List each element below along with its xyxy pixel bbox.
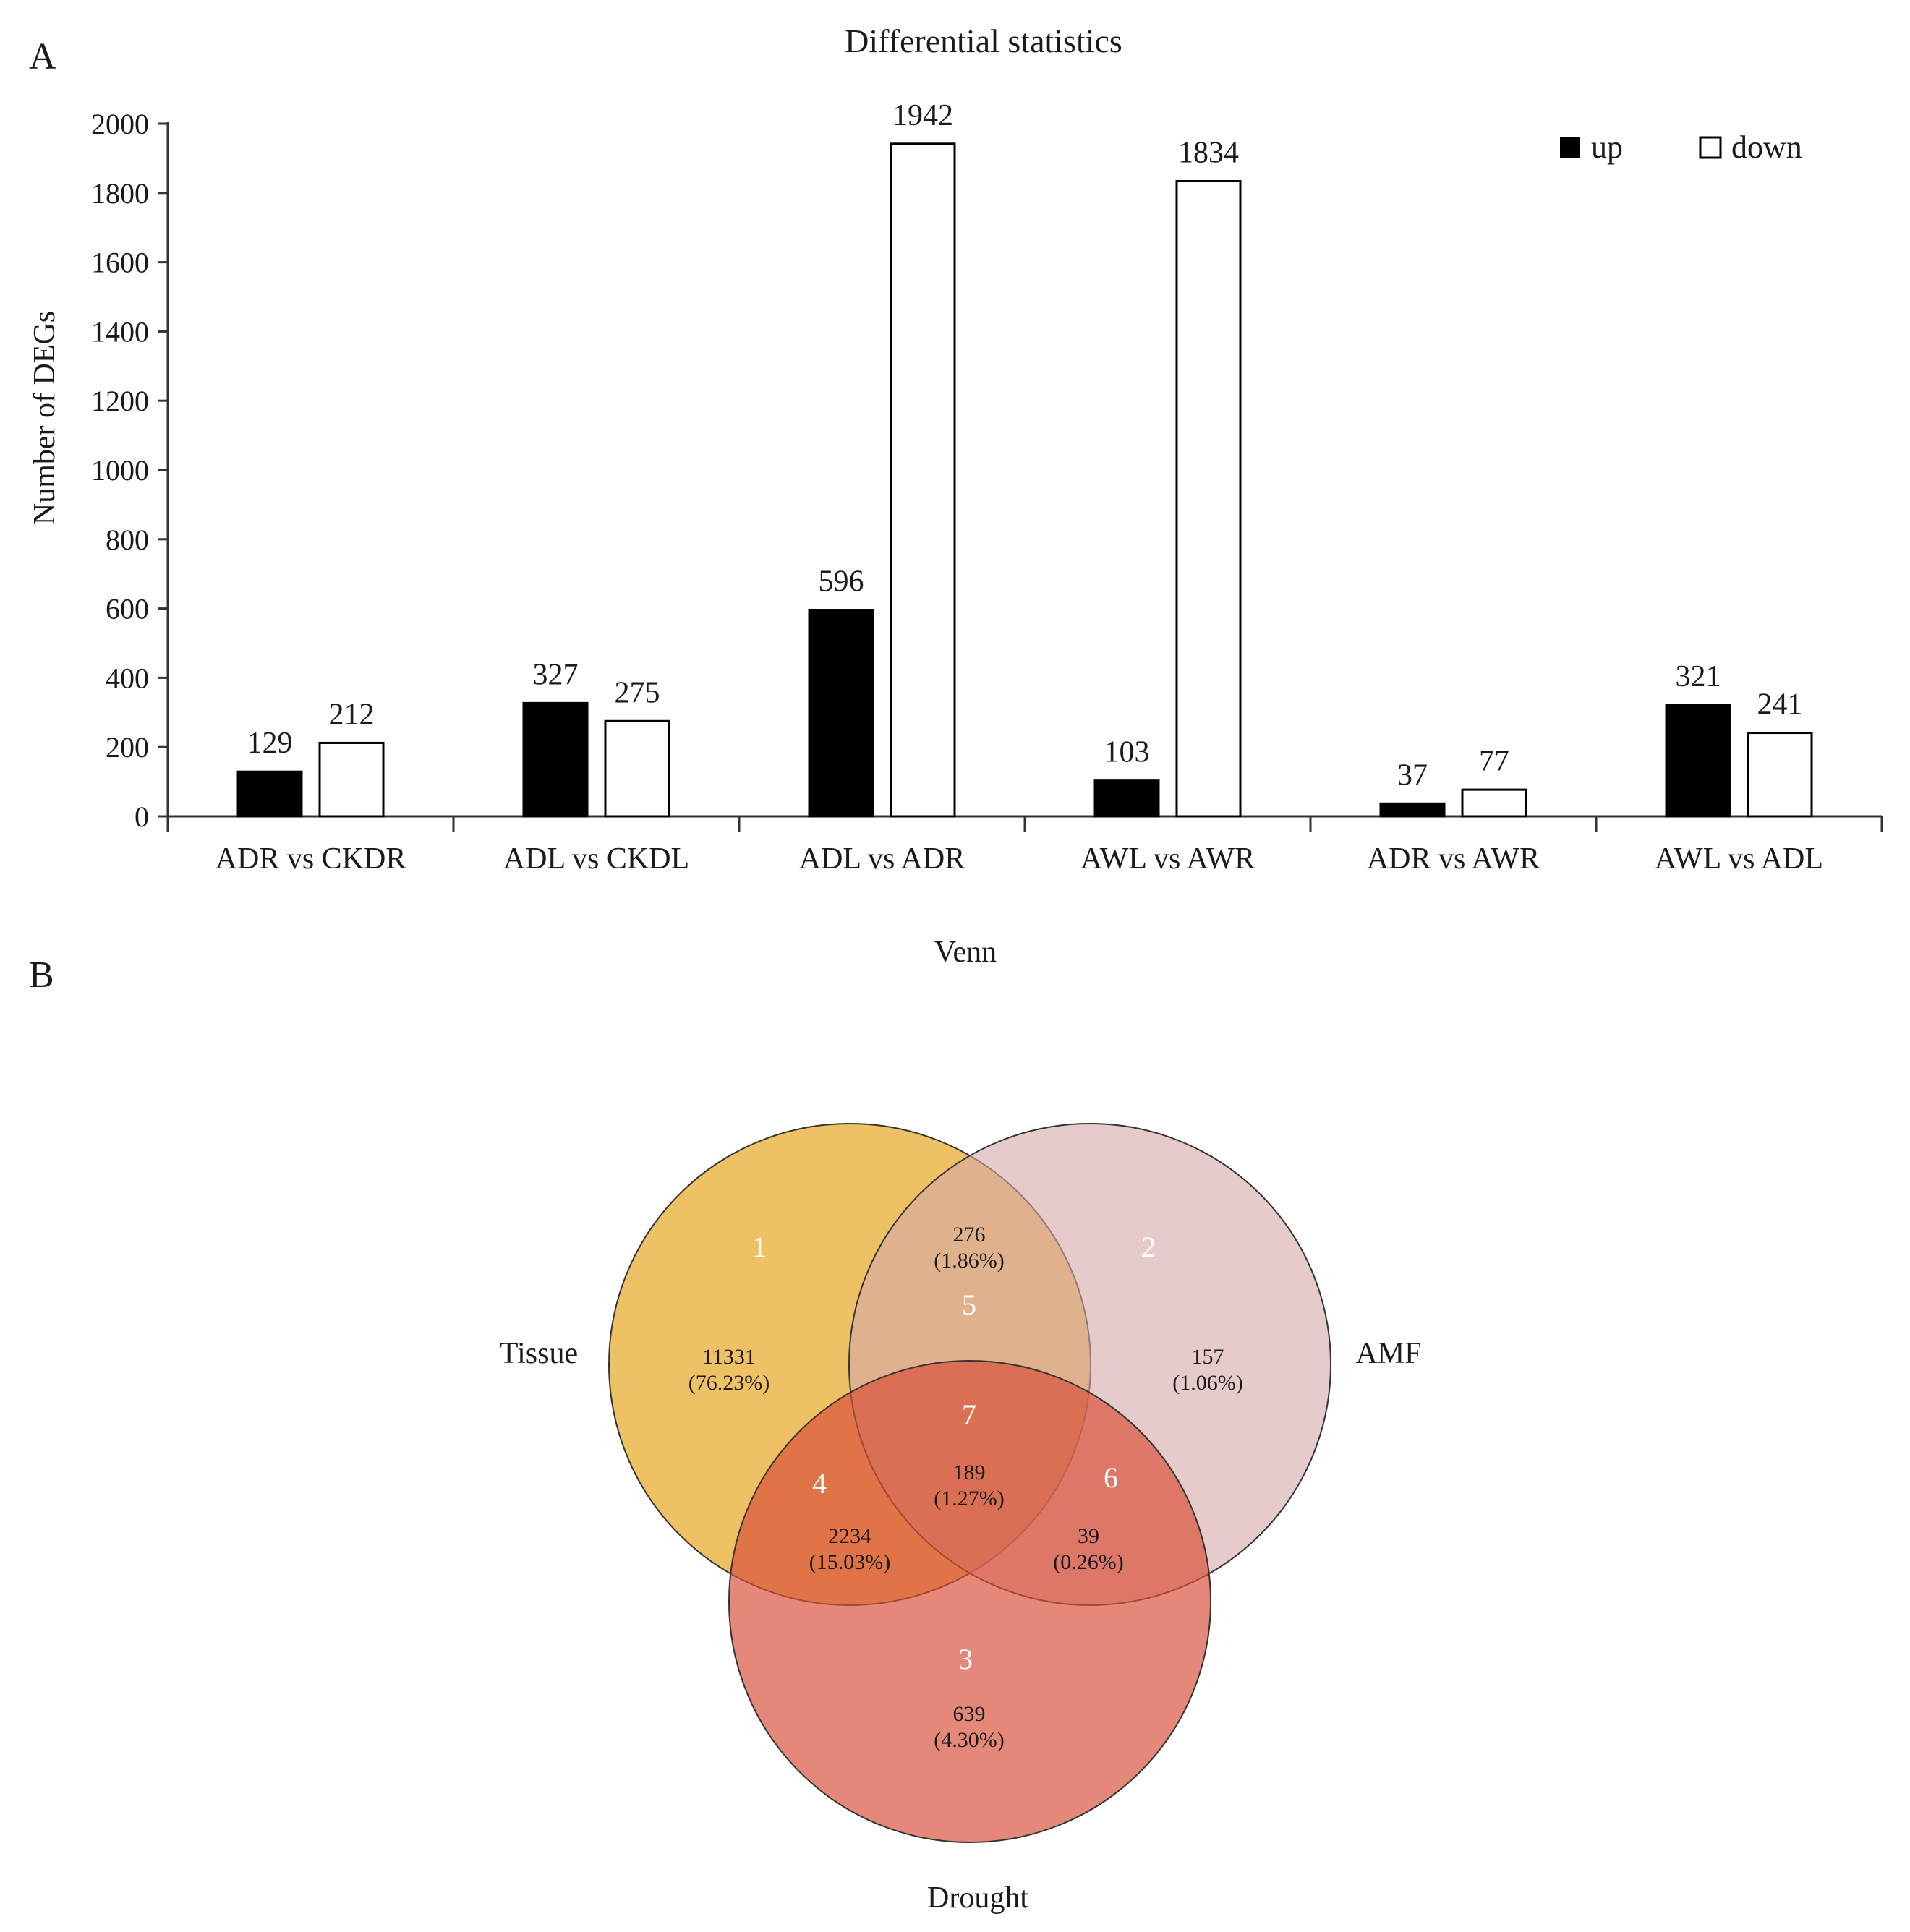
region-count-3: 639 (953, 1702, 986, 1726)
region-count-1: 11331 (702, 1345, 756, 1369)
bar-down (318, 741, 385, 818)
y-tick-label: 1400 (91, 315, 149, 348)
y-tick-label: 1000 (91, 454, 149, 487)
data-label-down: 1942 (892, 99, 953, 132)
y-tick-label: 1800 (91, 177, 149, 210)
set-label-drought: Drought (927, 1881, 1028, 1915)
data-label-down: 1834 (1178, 137, 1239, 170)
region-id-3: 3 (958, 1643, 973, 1675)
venn-circle-drought (728, 1360, 1211, 1843)
bar-down (1175, 180, 1242, 818)
panel-a-label: A (29, 36, 56, 77)
region-count-2: 157 (1192, 1345, 1224, 1369)
bar-down (1747, 732, 1813, 818)
region-percent-1: (76.23%) (688, 1371, 769, 1395)
y-tick-label: 0 (135, 800, 149, 833)
region-id-7: 7 (962, 1398, 976, 1431)
region-count-5: 276 (953, 1223, 986, 1247)
axes (166, 122, 1882, 818)
region-count-7: 189 (953, 1461, 986, 1484)
bar-down (1461, 788, 1527, 818)
y-tick-label: 2000 (91, 108, 149, 140)
x-ticks: ADR vs CKDR ADL vs CKDL ADL vs ADR AWL vs A… (166, 816, 1883, 876)
region-id-5: 5 (962, 1288, 976, 1321)
region-count-6: 39 (1078, 1524, 1099, 1548)
bar-up (522, 701, 589, 818)
bars (236, 142, 1813, 818)
data-label-down: 77 (1479, 745, 1509, 778)
venn-title: Venn (934, 936, 997, 969)
data-label-up: 129 (247, 727, 293, 760)
data-label-down: 275 (615, 676, 660, 709)
set-label-amf: AMF (1355, 1337, 1421, 1370)
data-label-up: 103 (1104, 736, 1150, 769)
region-percent-5: (1.86%) (934, 1249, 1004, 1273)
region-id-6: 6 (1104, 1461, 1118, 1494)
x-tick-label: AWL vs ADL (1655, 842, 1823, 876)
y-tick-label: 1200 (91, 385, 149, 417)
y-axis-title: Number of DEGs (28, 311, 61, 525)
bar-up (1665, 704, 1731, 818)
region-percent-4: (15.03%) (809, 1550, 890, 1574)
y-ticks: 0 200 400 600 800 1000 1200 1400 1600 1800 2000 (91, 108, 168, 833)
data-label-down: 241 (1757, 688, 1803, 722)
y-tick-label: 200 (106, 731, 149, 764)
data-label-up: 596 (819, 565, 864, 599)
x-tick-label: ADR vs CKDR (216, 842, 406, 876)
data-label-up: 321 (1676, 660, 1721, 693)
x-tick-label: ADR vs AWR (1367, 842, 1540, 876)
legend: up down (1560, 129, 1802, 165)
legend-swatch-up (1560, 137, 1580, 158)
data-label-down: 212 (329, 698, 375, 731)
y-tick-label: 600 (106, 593, 149, 625)
x-tick-label: AWL vs AWR (1080, 842, 1255, 876)
region-percent-7: (1.27%) (934, 1487, 1004, 1510)
legend-label-down: down (1731, 129, 1802, 165)
legend-swatch-down (1699, 136, 1722, 159)
region-percent-2: (1.06%) (1172, 1371, 1242, 1395)
data-label-up: 327 (533, 658, 579, 691)
region-id-1: 1 (752, 1231, 767, 1263)
region-percent-3: (4.30%) (934, 1728, 1004, 1752)
region-id-2: 2 (1141, 1231, 1156, 1263)
region-id-4: 4 (812, 1467, 827, 1500)
bar-up (808, 609, 874, 818)
data-label-up: 37 (1397, 758, 1428, 792)
region-percent-6: (0.26%) (1053, 1550, 1123, 1574)
chart-title: Differential statistics (845, 22, 1122, 59)
x-tick-label: ADL vs CKDL (503, 842, 689, 876)
bar-down (890, 142, 956, 818)
bar-up (1379, 802, 1446, 818)
legend-label-up: up (1591, 129, 1623, 165)
panel-a: A Differential statistics Number of DEGs… (28, 22, 1883, 876)
bar-up (1093, 779, 1160, 818)
panel-b-label: B (29, 954, 54, 996)
region-count-4: 2234 (828, 1524, 871, 1548)
venn-diagram: Tissue AMF Drought 1 11331 (76.23%) 2 15… (500, 1123, 1422, 1915)
bar-up (236, 770, 303, 818)
bar-labels: 129 212 327 275 596 1942 103 1834 37 77 321 241 (247, 99, 1803, 792)
y-tick-label: 400 (106, 662, 149, 694)
bar-down (604, 719, 670, 818)
panel-b: B Venn Tissue AMF Drought 1 11331 (76.23… (29, 936, 1422, 1915)
y-tick-label: 800 (106, 523, 149, 556)
y-tick-label: 1600 (91, 247, 149, 279)
set-label-tissue: Tissue (500, 1337, 578, 1370)
x-tick-label: ADL vs ADR (799, 842, 965, 876)
